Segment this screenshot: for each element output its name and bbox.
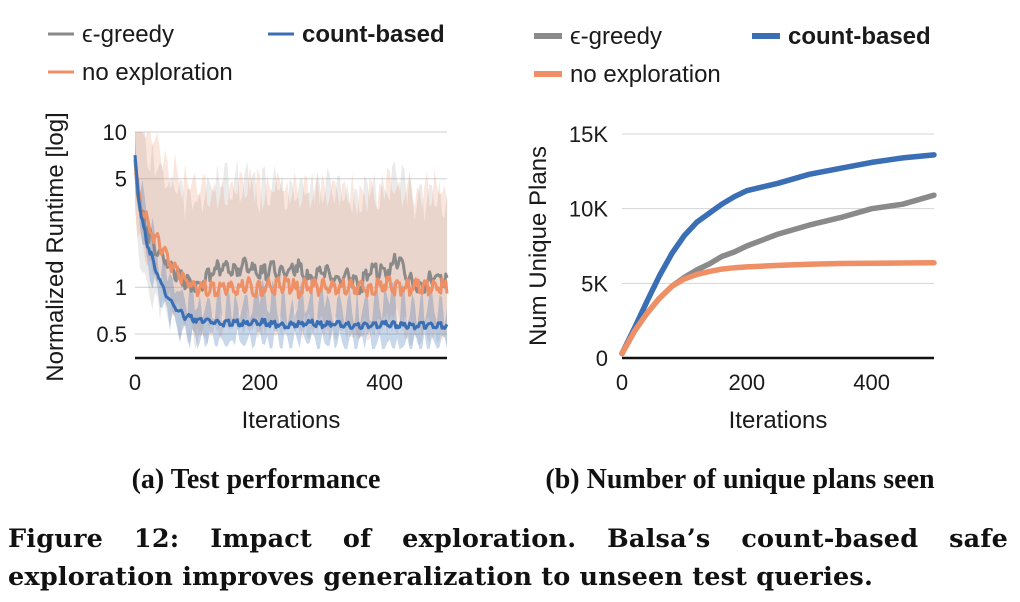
- panel-b-x-tick: 200: [728, 370, 765, 395]
- panel-a-variance-bands: [135, 132, 447, 349]
- panel-b-x-tick-labels: 0 200 400: [616, 370, 890, 395]
- panel-b-x-axis-label: Iterations: [729, 407, 828, 434]
- panel-b-y-axis-label: Num Unique Plans: [525, 146, 552, 346]
- series-line-no-exploration: [133, 171, 449, 300]
- panel-a-subtitle: (a) Test performance: [132, 464, 381, 495]
- panel-b-y-tick: 5K: [581, 271, 608, 296]
- panel-a-test-performance: ϵ-greedy count-based no exploration 1051…: [42, 21, 449, 495]
- figure-caption: Figure 12: Impact of exploration. Balsa’…: [8, 524, 1008, 592]
- series-line-no-exploration: [619, 259, 937, 357]
- panel-b-x-tick: 0: [616, 370, 628, 395]
- panel-b-series-lines: [619, 152, 937, 357]
- panel-b-y-tick: 10K: [569, 197, 608, 222]
- legend-label-count-based: count-based: [788, 23, 931, 50]
- series-line-count-based: [133, 154, 449, 331]
- legend-label-epsilon-greedy: ϵ-greedy: [82, 21, 174, 48]
- panel-a-y-tick: 1: [115, 275, 127, 300]
- panel-b-y-tick: 0: [596, 346, 608, 371]
- legend-label-no-exploration: no exploration: [570, 61, 721, 88]
- panel-a-y-tick-labels: 10 5 1 0.5: [96, 120, 127, 347]
- legend-label-no-exploration: no exploration: [82, 59, 233, 86]
- legend-label-count-based: count-based: [302, 21, 445, 48]
- legend-label-epsilon-greedy: ϵ-greedy: [570, 23, 662, 50]
- panel-a-y-axis-label: Normalized Runtime [log]: [42, 112, 69, 381]
- panel-b-x-tick: 400: [853, 370, 890, 395]
- panel-a-x-tick-labels: 0 200 400: [129, 370, 403, 395]
- series-line-epsilon-greedy: [619, 192, 937, 357]
- panel-b-subtitle: (b) Number of unique plans seen: [545, 464, 935, 495]
- panel-a-series-lines: [133, 154, 449, 331]
- variance-band-greedy: [135, 132, 447, 349]
- panel-a-x-axis-label: Iterations: [242, 407, 341, 434]
- panel-b-unique-plans: ϵ-greedy count-based no exploration 15K1…: [525, 23, 937, 495]
- figure-canvas: ϵ-greedy count-based no exploration 1051…: [42, 21, 937, 495]
- panel-a-x-tick: 200: [241, 370, 278, 395]
- panel-a-y-tick: 5: [115, 167, 127, 192]
- panel-a-x-tick: 0: [129, 370, 141, 395]
- panel-a-y-tick: 10: [103, 120, 127, 145]
- panel-b-y-tick: 15K: [569, 122, 608, 147]
- panel-b-legend: ϵ-greedy count-based no exploration: [534, 23, 931, 88]
- panel-b-y-tick-labels: 15K 10K 5K 0: [569, 122, 608, 371]
- panel-a-legend: ϵ-greedy count-based no exploration: [48, 21, 445, 86]
- panel-a-y-tick: 0.5: [96, 322, 127, 347]
- panel-a-x-tick: 400: [366, 370, 403, 395]
- series-line-count-based: [619, 152, 937, 357]
